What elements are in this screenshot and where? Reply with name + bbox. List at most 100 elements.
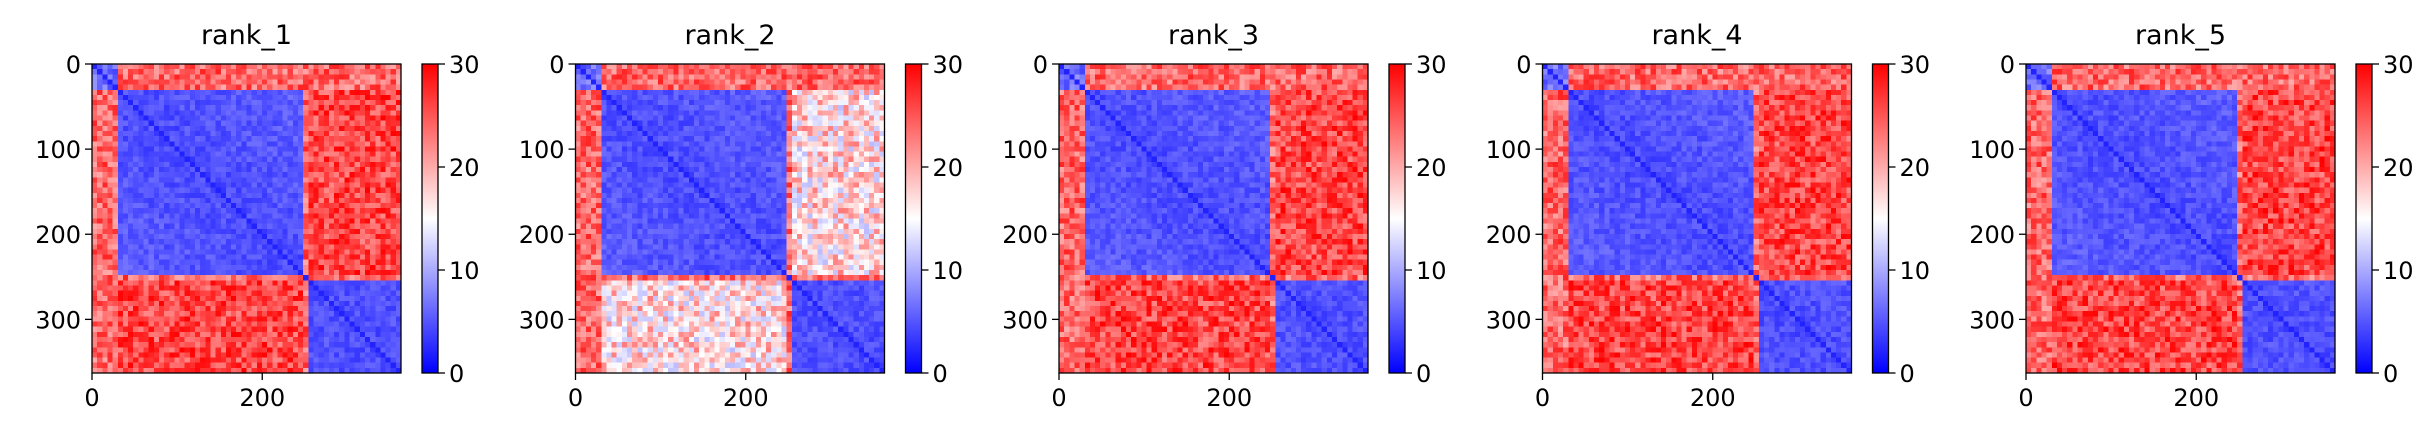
heatmap-cell	[246, 105, 253, 111]
heatmap-cell	[858, 146, 865, 153]
heatmap-cell	[153, 357, 160, 364]
heatmap-cell	[390, 316, 397, 323]
heatmap-cell	[133, 146, 139, 153]
heatmap-cell	[395, 331, 402, 338]
heatmap-cell	[344, 362, 351, 369]
heatmap-cell	[128, 218, 134, 225]
heatmap-cell	[133, 141, 139, 147]
heatmap-cell	[385, 367, 392, 374]
heatmap-cell	[138, 151, 145, 158]
heatmap-cell	[385, 316, 392, 323]
heatmap-cell	[354, 115, 361, 122]
heatmap-cell	[632, 94, 638, 101]
heatmap-cell	[390, 161, 397, 168]
heatmap-cell	[843, 136, 850, 142]
heatmap-cell	[833, 79, 839, 86]
heatmap-cell	[601, 156, 607, 163]
heatmap-cell	[575, 84, 582, 91]
heatmap-cell	[158, 203, 165, 209]
heatmap-cell	[637, 79, 644, 86]
heatmap-cell	[174, 362, 181, 369]
heatmap-cell	[107, 213, 114, 220]
heatmap-cell	[699, 151, 705, 158]
heatmap-cell	[184, 352, 191, 359]
heatmap-cell	[133, 290, 139, 297]
heatmap-cell	[200, 249, 206, 256]
heatmap-cell	[298, 208, 304, 214]
heatmap-cell	[122, 156, 129, 163]
heatmap-cell	[637, 125, 644, 132]
heatmap-cell	[92, 177, 98, 184]
heatmap-cell	[308, 336, 315, 343]
heatmap-cell	[231, 130, 237, 137]
heatmap-cell	[714, 161, 721, 168]
heatmap-cell	[812, 146, 819, 153]
heatmap-cell	[709, 64, 716, 70]
heatmap-cell	[97, 311, 103, 317]
heatmap-cell	[344, 208, 351, 214]
heatmap-cell	[339, 100, 345, 106]
heatmap-cell	[158, 120, 165, 127]
heatmap-cell	[282, 270, 289, 276]
heatmap-cell	[652, 161, 659, 168]
heatmap-cell	[241, 244, 248, 250]
heatmap-cell	[174, 208, 181, 214]
heatmap-cell	[863, 69, 870, 75]
heatmap-cell	[267, 64, 273, 70]
heatmap-cell	[277, 275, 284, 281]
heatmap-cell	[802, 74, 808, 81]
heatmap-cell	[189, 254, 196, 261]
heatmap-cell	[277, 105, 284, 111]
heatmap-cell	[215, 285, 222, 292]
heatmap-cell	[621, 120, 628, 127]
heatmap-cell	[148, 259, 155, 266]
heatmap-cell	[308, 172, 315, 178]
heatmap-cell	[323, 270, 330, 276]
heatmap-cell	[863, 115, 870, 122]
heatmap-cell	[189, 161, 196, 168]
heatmap-cell	[735, 110, 741, 117]
heatmap-cell	[318, 146, 325, 153]
heatmap-cell	[313, 223, 320, 230]
heatmap-cell	[719, 115, 726, 122]
heatmap-cell	[277, 79, 284, 86]
heatmap-cell	[143, 141, 150, 147]
heatmap-cell	[869, 167, 875, 173]
heatmap-cell	[143, 120, 150, 127]
heatmap-cell	[375, 79, 381, 86]
heatmap-cell	[251, 120, 258, 127]
heatmap-cell	[678, 141, 685, 147]
heatmap-cell	[92, 167, 98, 173]
heatmap-cell	[580, 94, 587, 101]
heatmap-cell	[323, 306, 330, 312]
heatmap-cell	[693, 69, 700, 75]
heatmap-cell	[786, 130, 793, 137]
heatmap-cell	[308, 249, 315, 256]
heatmap-cell	[195, 203, 201, 209]
heatmap-cell	[272, 161, 278, 168]
heatmap-cell	[822, 74, 829, 81]
heatmap-cell	[153, 64, 160, 70]
heatmap-cell	[236, 161, 242, 168]
heatmap-cell	[601, 120, 607, 127]
heatmap-cell	[318, 223, 325, 230]
heatmap-cell	[241, 342, 248, 348]
heatmap-cell	[298, 172, 304, 178]
heatmap-cell	[606, 141, 613, 147]
heatmap-cell	[174, 290, 181, 297]
heatmap-cell	[267, 259, 273, 266]
y-tick-label: 0	[66, 51, 81, 79]
heatmap-cell	[796, 136, 803, 142]
heatmap-cell	[241, 74, 248, 81]
heatmap-cell	[318, 280, 325, 287]
heatmap-cell	[298, 357, 304, 364]
heatmap-cell	[827, 141, 834, 147]
heatmap-cell	[652, 151, 659, 158]
heatmap-cell	[92, 192, 98, 199]
heatmap-cell	[395, 197, 402, 204]
heatmap-cell	[807, 100, 813, 106]
heatmap-cell	[164, 69, 170, 75]
heatmap-cell	[385, 244, 392, 250]
heatmap-cell	[313, 228, 320, 235]
heatmap-cell	[158, 280, 165, 287]
